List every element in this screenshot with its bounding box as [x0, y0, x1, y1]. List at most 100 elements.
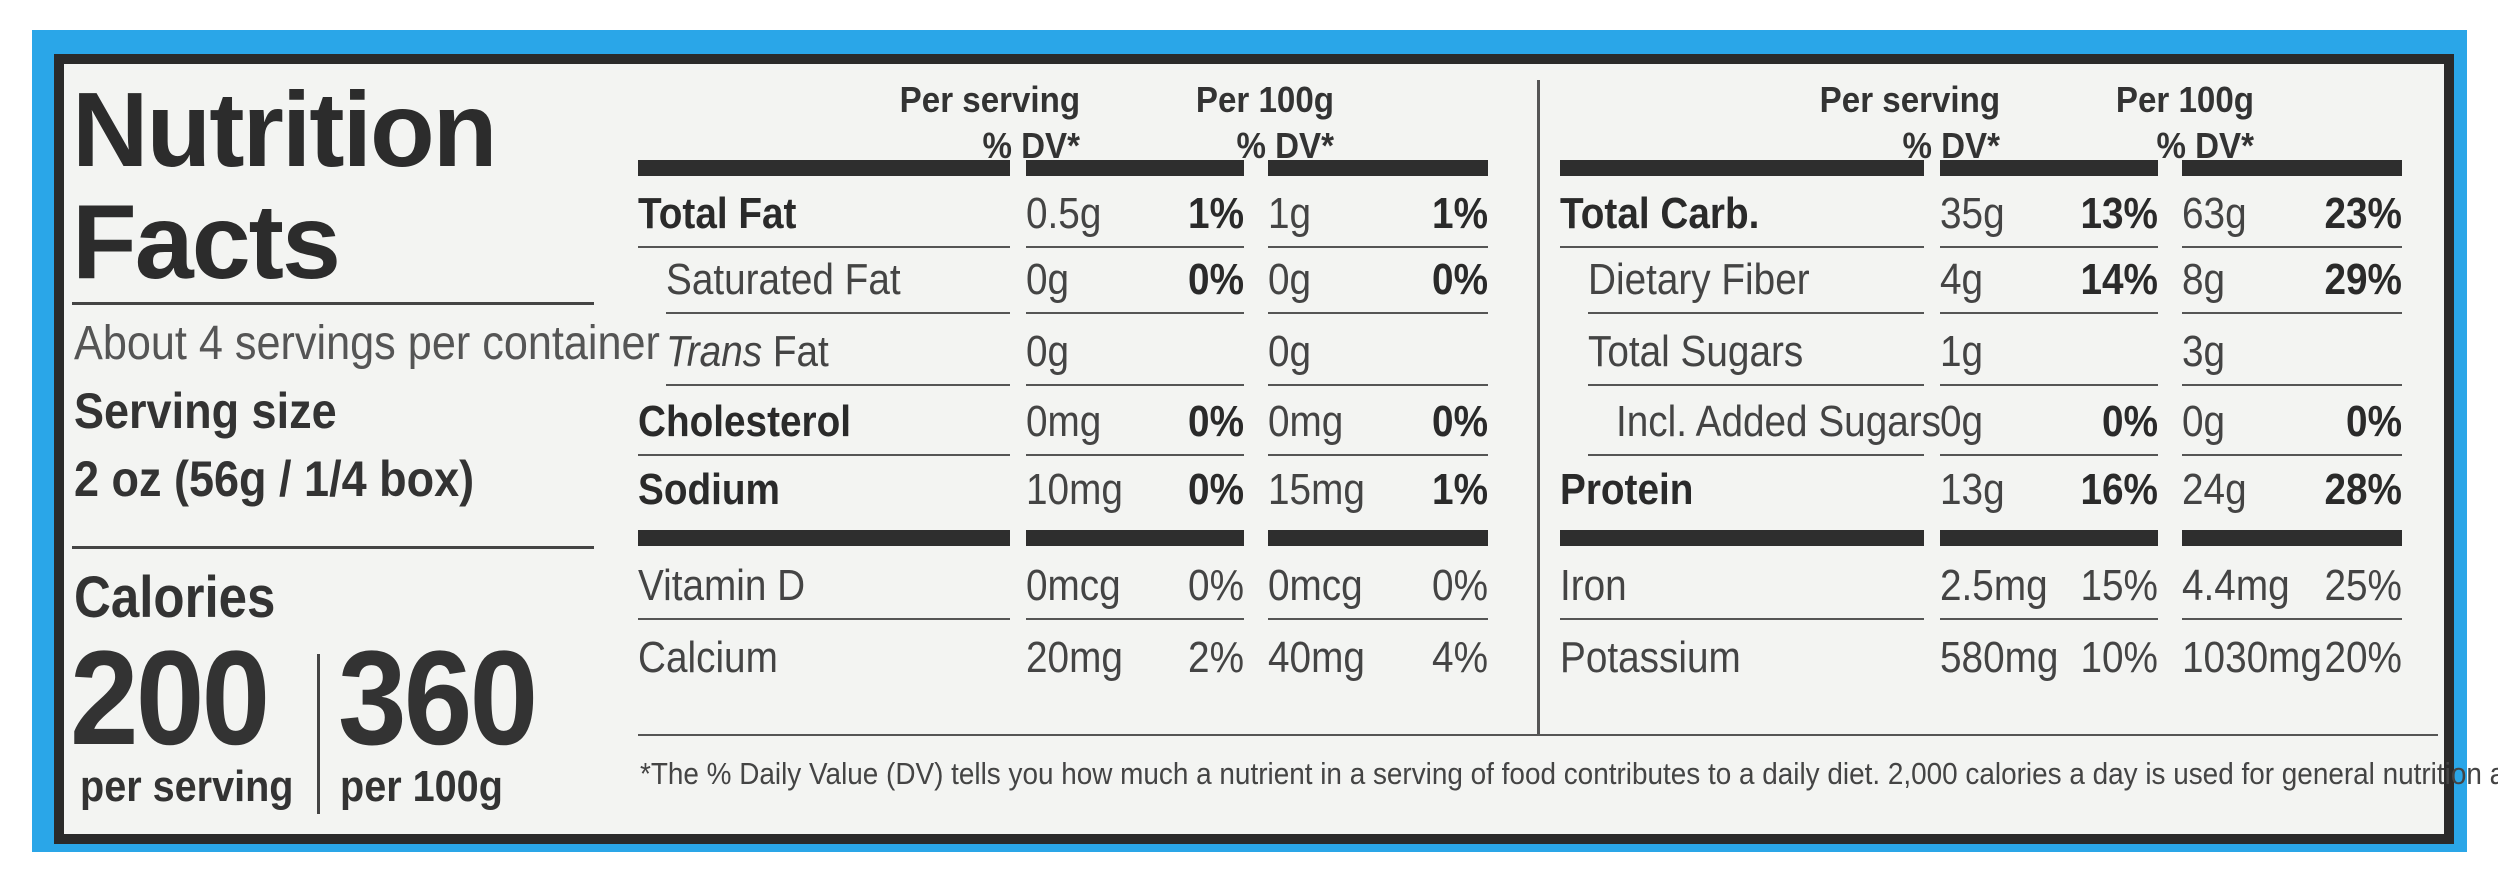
- heading-bar: [1268, 160, 1488, 176]
- serving-dv: 15%: [2080, 561, 2158, 610]
- section-bar: [1560, 530, 1924, 546]
- serving-dv: 0%: [1188, 465, 1244, 514]
- per-100g-amount: 0g: [1268, 327, 1312, 376]
- nutrient-name: Saturated Fat: [666, 255, 901, 304]
- serving-dv: 0%: [1188, 397, 1244, 446]
- section-bar: [638, 530, 1010, 546]
- nutrient-name: Dietary Fiber: [1588, 255, 1810, 304]
- per-100g-dv: 1%: [1432, 189, 1488, 238]
- right-header-per-serving: Per serving: [1819, 79, 2001, 120]
- calories-label: Calories: [74, 565, 276, 630]
- row-rule: [2182, 384, 2402, 386]
- serving-rule: [72, 546, 594, 549]
- per-100g-amount: 24g: [2182, 465, 2247, 514]
- nutrient-name: Cholesterol: [638, 397, 852, 446]
- serving-amount: 35g: [1940, 189, 2005, 238]
- row-rule: [1268, 454, 1488, 456]
- nutrient-name: Vitamin D: [638, 561, 806, 610]
- serving-amount: 2.5mg: [1940, 561, 2048, 610]
- heading-bar: [1560, 160, 1924, 176]
- row-rule: [1560, 618, 1924, 620]
- section-bar: [1268, 530, 1488, 546]
- serving-dv: 0%: [1188, 255, 1244, 304]
- section-bar: [2182, 530, 2402, 546]
- row-rule: [1940, 454, 2158, 456]
- right-header-per-100g-dv: % DV*: [2156, 125, 2254, 166]
- serving-amount: 20mg: [1026, 633, 1123, 682]
- serving-amount: 1g: [1940, 327, 1984, 376]
- serving-size-value: 2 oz (56g / 1/4 box): [74, 451, 475, 507]
- heading-bar: [1940, 160, 2158, 176]
- left-header-per-serving-dv: % DV*: [982, 125, 1080, 166]
- nutrient-name: Total Carb.: [1560, 189, 1760, 238]
- nutrient-name-rest: Fat: [762, 327, 829, 376]
- left-header-per-serving: Per serving: [899, 79, 1081, 120]
- center-divider: [1537, 80, 1540, 734]
- row-rule: [1026, 312, 1244, 314]
- row-rule: [638, 454, 1010, 456]
- nutrient-name: Incl. Added Sugars: [1616, 397, 1942, 446]
- serving-dv: 13%: [2080, 189, 2158, 238]
- nutrient-name-italic: Trans: [666, 327, 763, 376]
- servings-per-container: About 4 servings per container: [74, 317, 660, 370]
- row-rule: [1026, 454, 1244, 456]
- serving-amount: 0mcg: [1026, 561, 1121, 610]
- nutrient-name: Protein: [1560, 465, 1694, 514]
- calories-per-serving: 200: [70, 624, 270, 773]
- serving-size-label: Serving size: [74, 383, 337, 439]
- per-100g-dv: 23%: [2324, 189, 2402, 238]
- serving-amount: 0g: [1026, 327, 1070, 376]
- heading-bar: [638, 160, 1010, 176]
- row-rule: [638, 618, 1010, 620]
- serving-dv: 0%: [1188, 561, 1244, 610]
- calories-divider: [317, 654, 320, 814]
- row-rule: [1026, 618, 1244, 620]
- per-100g-amount: 40mg: [1268, 633, 1365, 682]
- row-rule: [1940, 618, 2158, 620]
- per-100g-amount: 0mg: [1268, 397, 1344, 446]
- per-100g-dv: 0%: [1432, 255, 1488, 304]
- row-rule: [1940, 312, 2158, 314]
- per-100g-amount: 1g: [1268, 189, 1312, 238]
- nutrient-name: Total Sugars: [1588, 327, 1804, 376]
- section-bar: [1026, 530, 1244, 546]
- serving-dv: 16%: [2080, 465, 2158, 514]
- row-rule: [1940, 246, 2158, 248]
- per-100g-dv: 0%: [2346, 397, 2402, 446]
- serving-amount: 0.5g: [1026, 189, 1102, 238]
- per-100g-amount: 4.4mg: [2182, 561, 2290, 610]
- row-rule: [2182, 312, 2402, 314]
- nutrient-name: Total Fat: [638, 189, 797, 238]
- footnote-rule: [638, 734, 2438, 736]
- serving-dv: 0%: [2102, 397, 2158, 446]
- serving-amount: 0mg: [1026, 397, 1102, 446]
- serving-amount: 10mg: [1026, 465, 1123, 514]
- per-100g-dv: 29%: [2324, 255, 2402, 304]
- row-rule: [1026, 384, 1244, 386]
- row-rule: [1560, 246, 1924, 248]
- nutrient-name: Iron: [1560, 561, 1627, 610]
- per-100g-dv: 4%: [1432, 633, 1488, 682]
- per-100g-amount: 63g: [2182, 189, 2247, 238]
- serving-dv: 1%: [1188, 189, 1244, 238]
- row-rule: [666, 384, 1010, 386]
- per-100g-dv: 0%: [1432, 561, 1488, 610]
- row-rule: [1588, 454, 1924, 456]
- row-rule: [1268, 618, 1488, 620]
- row-rule: [1268, 384, 1488, 386]
- per-100g-dv: 20%: [2324, 633, 2402, 682]
- nutrient-name: Trans Fat: [666, 326, 829, 378]
- row-rule: [2182, 246, 2402, 248]
- per-100g-amount: 3g: [2182, 327, 2226, 376]
- nutrient-name: Potassium: [1560, 633, 1741, 682]
- per-100g-amount: 8g: [2182, 255, 2226, 304]
- calories-per-serving-label: per serving: [80, 762, 294, 811]
- row-rule: [1588, 312, 1924, 314]
- per-100g-dv: 1%: [1432, 465, 1488, 514]
- per-100g-amount: 0g: [2182, 397, 2226, 446]
- per-100g-dv: 25%: [2324, 561, 2402, 610]
- row-rule: [2182, 454, 2402, 456]
- serving-dv: 10%: [2080, 633, 2158, 682]
- heading-bar: [2182, 160, 2402, 176]
- nutrient-name: Calcium: [638, 633, 778, 682]
